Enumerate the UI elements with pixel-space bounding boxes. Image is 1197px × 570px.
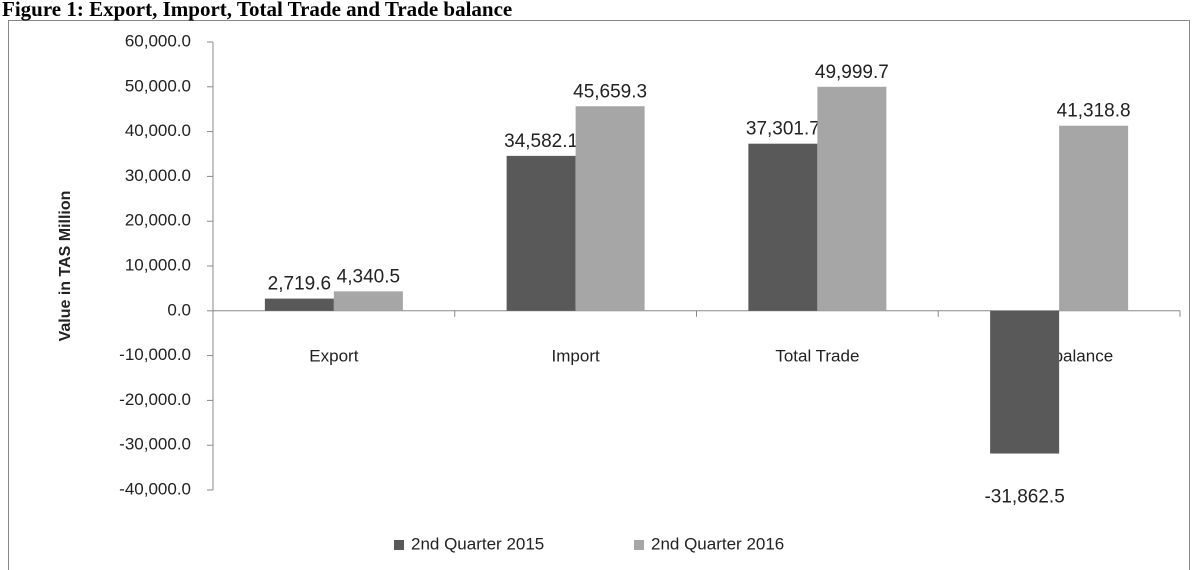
bar [990, 310, 1060, 454]
y-tick-label: -30,000.0 [119, 435, 191, 454]
x-tick-label: Total Trade [775, 346, 859, 365]
value-label: 41,318.8 [1057, 101, 1131, 122]
y-tick-label: -20,000.0 [119, 390, 191, 409]
legend-label: 2nd Quarter 2016 [651, 534, 784, 553]
legend-swatch [394, 540, 404, 550]
value-label: 37,301.7 [746, 119, 820, 140]
y-tick-label: 60,000.0 [125, 31, 191, 50]
y-tick-label: 40,000.0 [125, 121, 191, 140]
bar [575, 106, 645, 311]
y-tick-label: -10,000.0 [119, 345, 191, 364]
chart-title: Figure 1: Export, Import, Total Trade an… [2, 0, 512, 21]
bar [506, 155, 576, 311]
bar [748, 143, 818, 311]
bar [1059, 125, 1129, 311]
bar [333, 291, 403, 311]
value-label: 45,659.3 [573, 81, 647, 102]
y-tick-label: 50,000.0 [125, 76, 191, 95]
title-band [0, 0, 1197, 20]
legend-swatch [634, 540, 644, 550]
y-tick-label: 30,000.0 [125, 166, 191, 185]
x-tick-label: Export [309, 346, 358, 365]
value-label: -31,862.5 [984, 487, 1064, 508]
bar [817, 86, 887, 311]
y-tick-label: -40,000.0 [119, 479, 191, 498]
y-tick-label: 0.0 [167, 300, 191, 319]
value-label: 4,340.5 [337, 266, 400, 287]
y-tick-label: 20,000.0 [125, 211, 191, 230]
y-tick-label: 10,000.0 [125, 255, 191, 274]
value-label: 49,999.7 [815, 62, 889, 83]
value-label: 2,719.6 [268, 274, 331, 295]
value-label: 34,582.1 [504, 131, 578, 152]
legend-label: 2nd Quarter 2015 [411, 534, 544, 553]
x-tick-label: Import [552, 346, 600, 365]
bar [264, 298, 334, 311]
y-axis-title: Value in TAS Million [57, 191, 74, 342]
